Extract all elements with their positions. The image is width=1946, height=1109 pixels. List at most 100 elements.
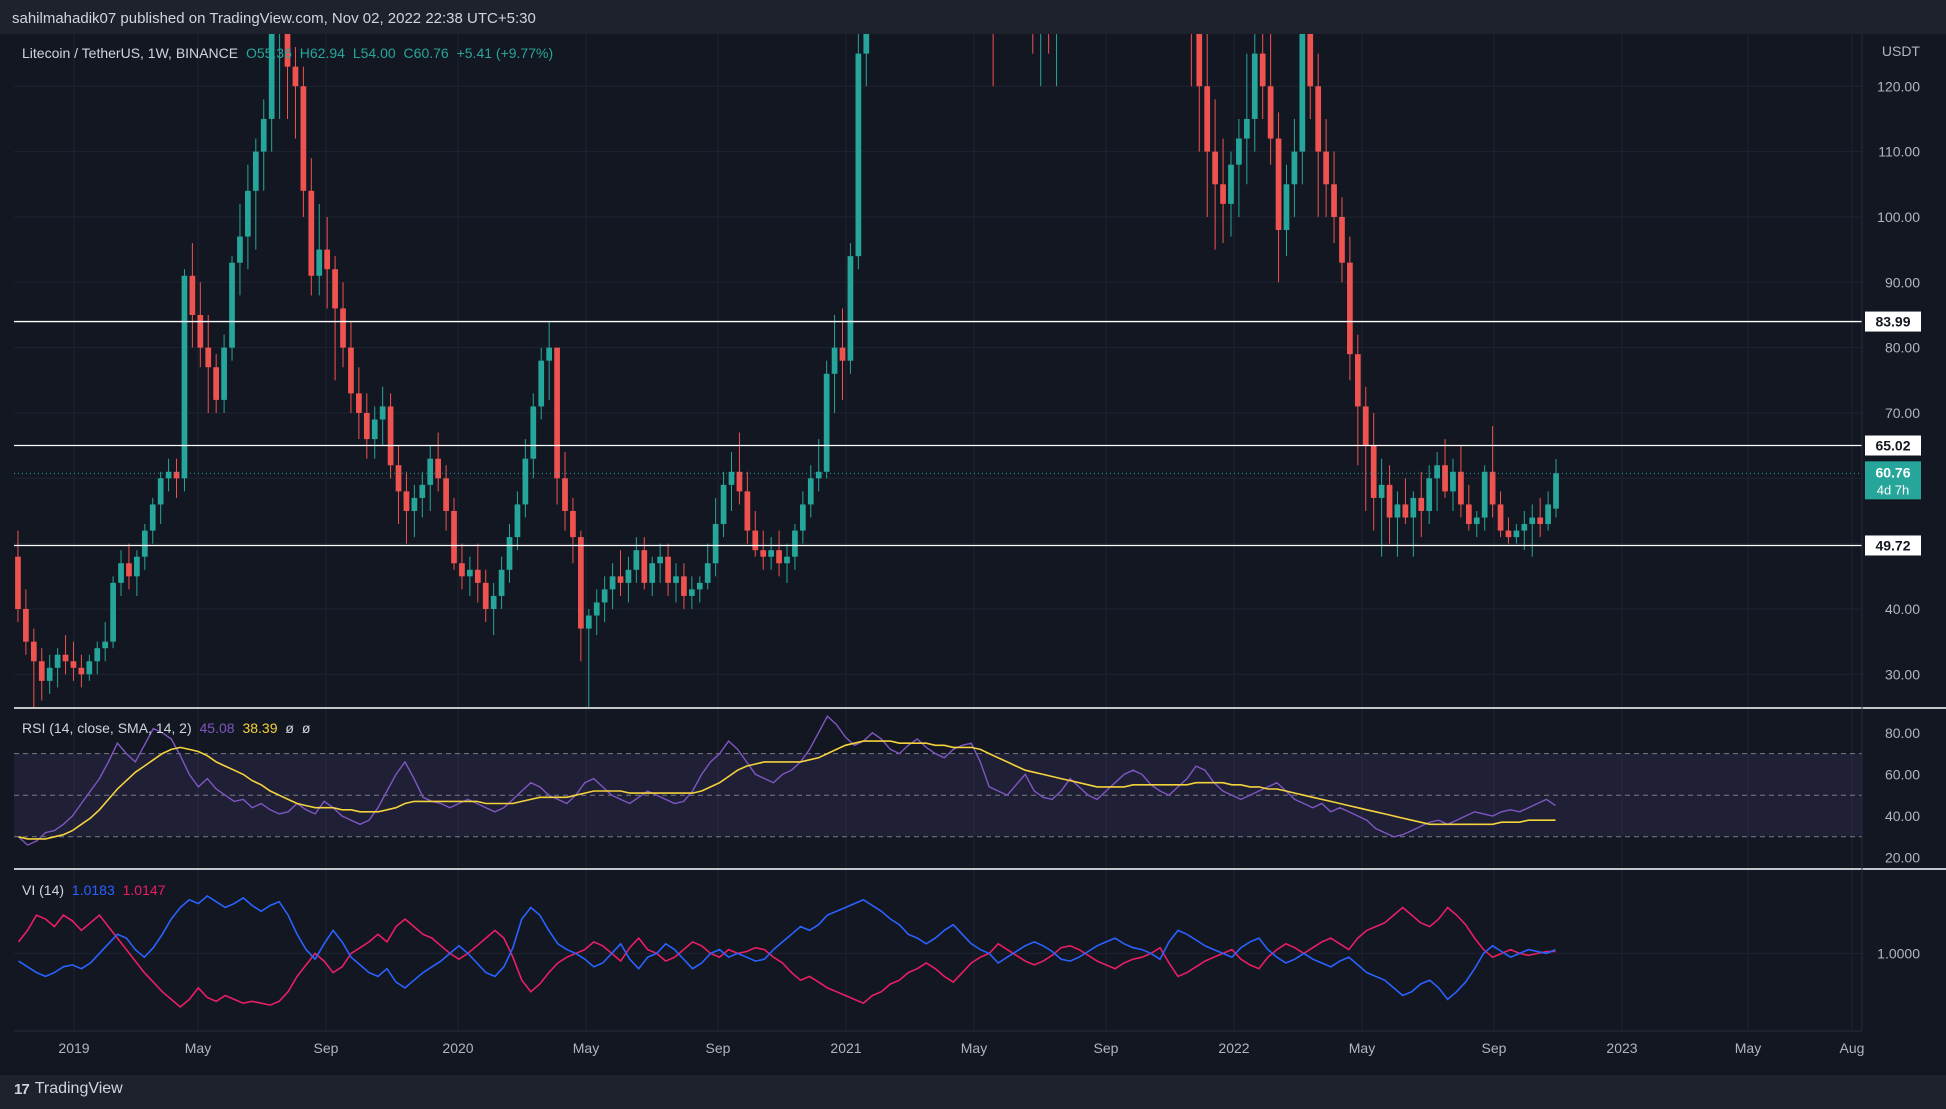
candle-body[interactable] [379,406,386,420]
candle-body[interactable] [371,419,378,440]
candle-body[interactable] [538,360,545,407]
candle-body[interactable] [245,190,251,237]
candle-body[interactable] [673,576,679,583]
candle-body[interactable] [736,471,743,492]
rsi-line[interactable] [18,715,1556,846]
candle-body[interactable] [1386,484,1393,518]
candle-body[interactable] [768,550,774,557]
candle-body[interactable] [78,667,85,675]
candle-body[interactable] [395,465,402,492]
candle-body[interactable] [118,563,124,583]
candle-body[interactable] [807,478,814,505]
candle-body[interactable] [728,471,735,485]
candle-body[interactable] [332,269,338,309]
candle-body[interactable] [1362,406,1369,446]
candle-body[interactable] [94,648,101,662]
candle-body[interactable] [641,550,648,583]
candle-body[interactable] [46,667,53,681]
candle-body[interactable] [474,569,481,583]
candle-body[interactable] [1481,471,1488,518]
candle-body[interactable] [1450,471,1456,492]
candle-body[interactable] [467,569,473,577]
candle-body[interactable] [411,497,418,511]
candle-body[interactable] [752,530,759,551]
rsi-ma-line[interactable] [18,740,1556,840]
candle-body[interactable] [863,0,870,54]
candle-body[interactable] [165,471,172,479]
candle-body[interactable] [681,576,687,596]
candle-body[interactable] [260,118,267,152]
candle-body[interactable] [1442,465,1448,492]
candle-body[interactable] [823,373,830,472]
candle-body[interactable] [308,190,315,276]
candle-body[interactable] [1489,471,1496,505]
candle-body[interactable] [38,661,45,681]
candle-body[interactable] [1315,86,1322,152]
candle-body[interactable] [696,582,703,590]
candle-body[interactable] [1188,0,1194,21]
candle-body[interactable] [134,556,140,577]
candle-body[interactable] [1323,151,1329,185]
candle-body[interactable] [530,406,537,459]
candle-body[interactable] [221,347,227,400]
candle-body[interactable] [1307,21,1314,87]
candle-body[interactable] [237,236,243,263]
candle-body[interactable] [1410,497,1417,518]
candle-body[interactable] [689,589,695,596]
candle-body[interactable] [1537,517,1544,525]
candle-body[interactable] [451,510,457,564]
candle-body[interactable] [1458,471,1464,505]
candle-body[interactable] [1505,530,1512,538]
candle-body[interactable] [268,21,275,119]
candle-body[interactable] [593,602,600,616]
candle-body[interactable] [340,308,346,348]
candle-body[interactable] [102,641,109,649]
candle-body[interactable] [62,654,69,662]
candle-body[interactable] [1370,445,1377,498]
candle-body[interactable] [284,0,291,67]
candle-body[interactable] [570,510,576,538]
candle-body[interactable] [665,556,671,583]
candle-body[interactable] [1354,354,1361,407]
candle-body[interactable] [363,412,370,440]
candle-body[interactable] [435,458,442,479]
candle-body[interactable] [1426,478,1433,511]
candle-body[interactable] [316,249,323,276]
candle-body[interactable] [1434,465,1440,479]
candle-body[interactable] [86,661,93,675]
candle-body[interactable] [252,151,259,191]
candle-body[interactable] [498,569,505,596]
candle-body[interactable] [546,347,553,361]
candle-body[interactable] [784,556,790,564]
candle-body[interactable] [1529,517,1536,525]
candle-body[interactable] [744,491,751,531]
candle-body[interactable] [356,393,362,413]
candle-body[interactable] [1513,530,1520,538]
candle-body[interactable] [443,478,449,511]
candle-body[interactable] [815,471,822,479]
candle-body[interactable] [585,615,592,629]
candle-body[interactable] [649,563,656,583]
candle-body[interactable] [205,347,212,368]
candle-body[interactable] [427,458,434,485]
candle-body[interactable] [348,347,354,394]
candle-body[interactable] [562,478,568,511]
candle-body[interactable] [1339,216,1345,263]
candle-body[interactable] [141,530,148,557]
candle-body[interactable] [831,347,838,374]
candle-body[interactable] [720,484,727,525]
candle-body[interactable] [419,484,426,498]
candle-body[interactable] [625,569,632,583]
candle-body[interactable] [1212,151,1218,185]
candle-body[interactable] [506,537,513,570]
candle-body[interactable] [213,367,220,400]
candle-body[interactable] [110,582,116,642]
candle-body[interactable] [1220,184,1226,204]
candle-body[interactable] [1465,504,1472,525]
candle-body[interactable] [1378,484,1385,498]
candle-body[interactable] [387,406,394,466]
candle-body[interactable] [1204,86,1211,152]
candle-body[interactable] [1251,53,1258,119]
candle-body[interactable] [23,608,29,642]
